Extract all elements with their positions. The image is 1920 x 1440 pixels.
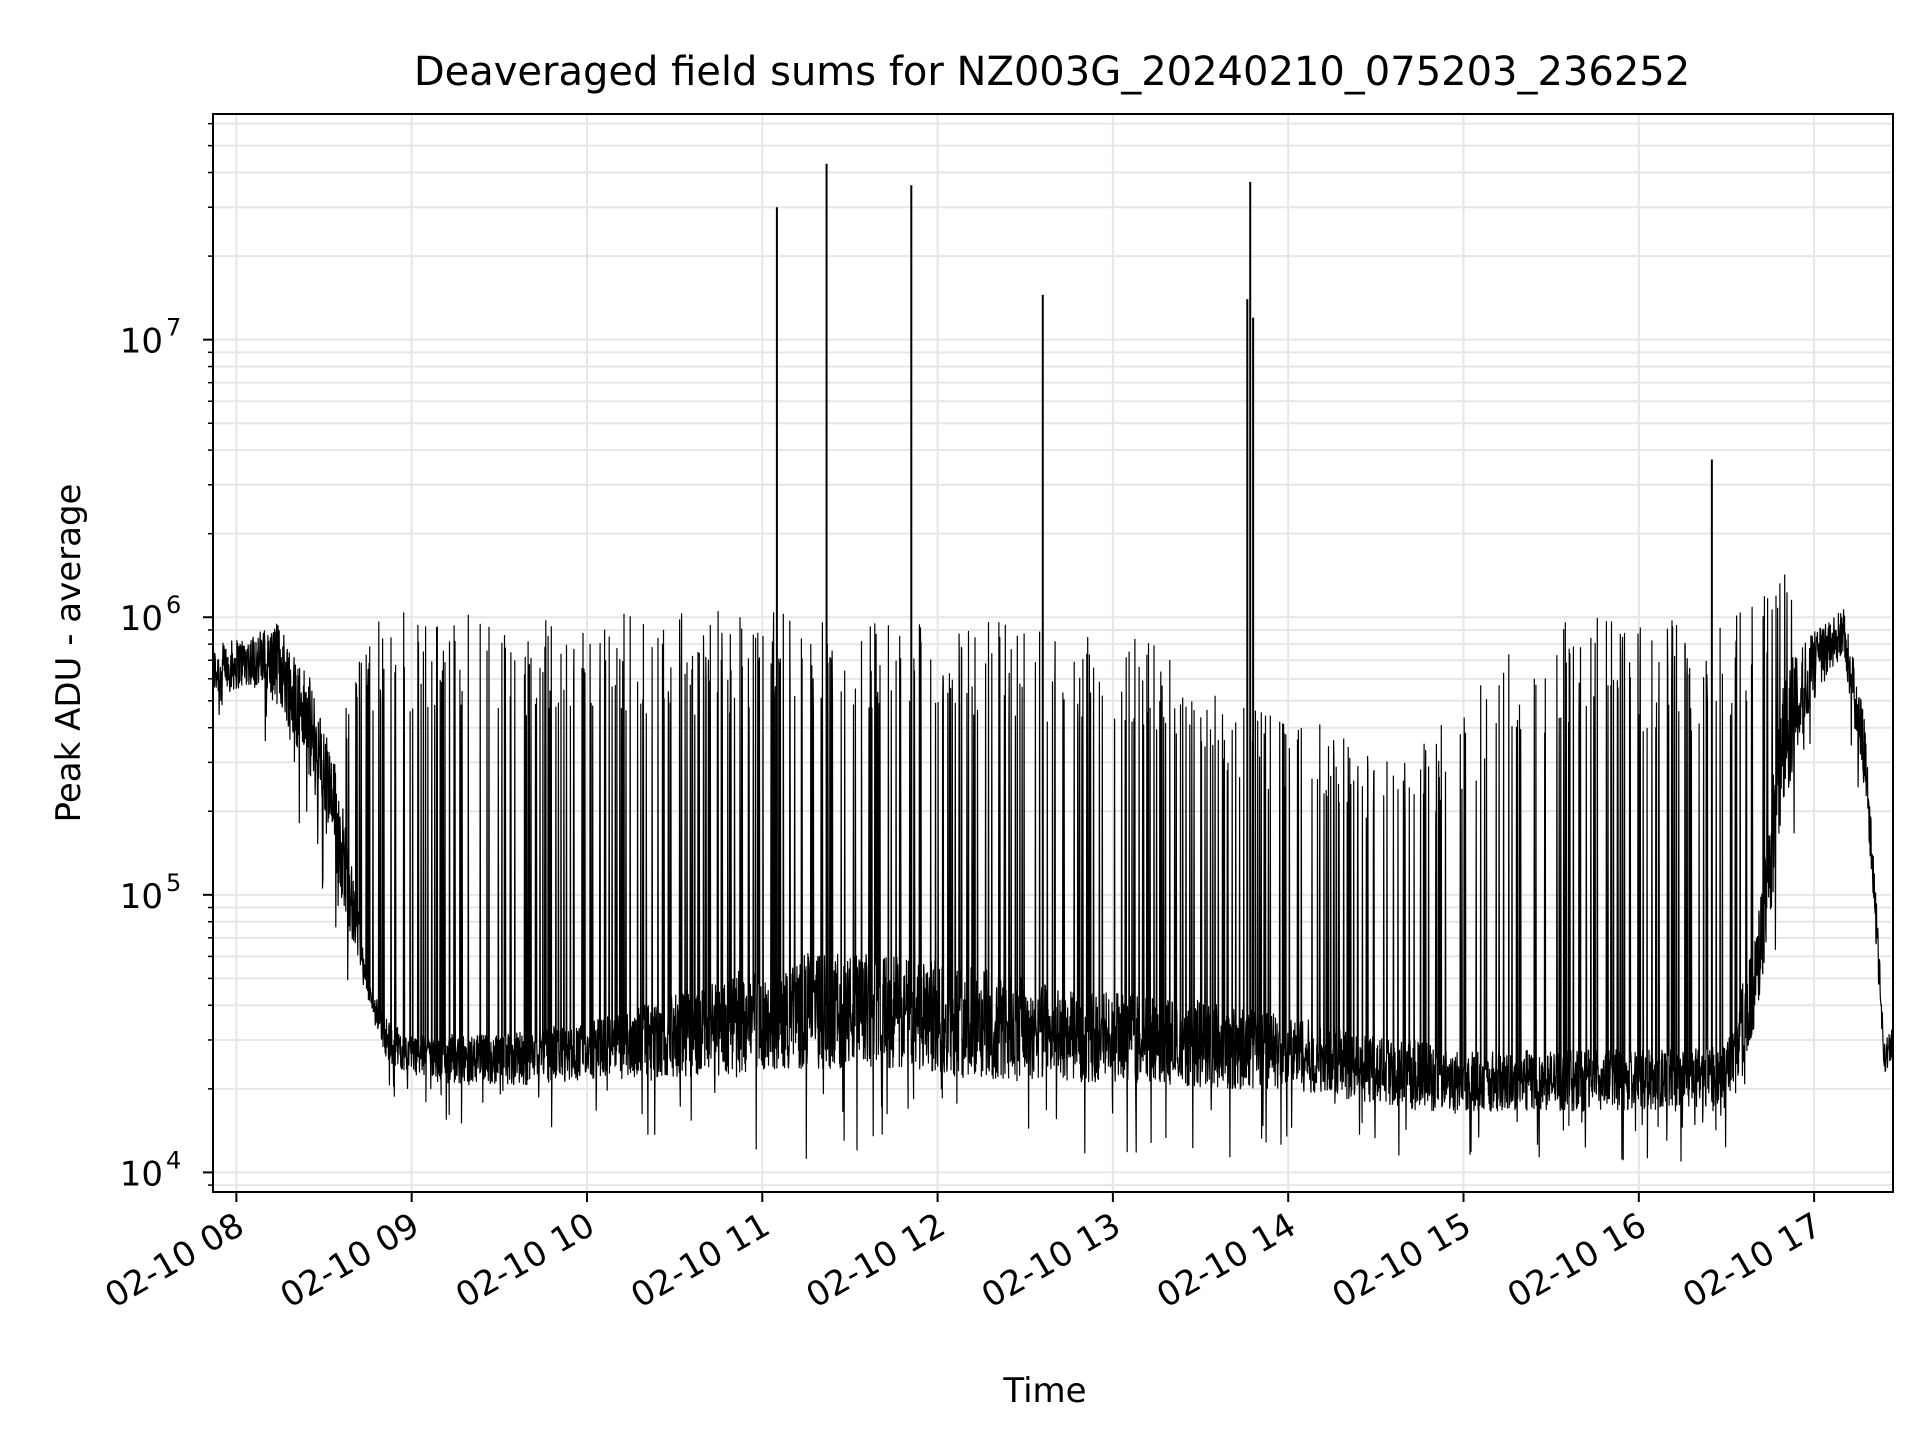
y-tick-label: 10: [120, 322, 163, 362]
plot-frame: [212, 113, 1894, 1193]
x-axis-label: Time: [1002, 1371, 1086, 1411]
chart-title: Deaveraged field sums for NZ003G_2024021…: [414, 49, 1690, 95]
y-tick-label: 10: [120, 877, 163, 917]
y-tick-exponent: 7: [166, 314, 181, 342]
plot-line-group: [212, 163, 1894, 1162]
y-tick-exponent: 6: [166, 591, 181, 619]
y-tick-label: 10: [120, 1154, 163, 1194]
y-tick-label: 10: [120, 599, 163, 639]
y-tick-exponent: 4: [166, 1146, 181, 1174]
y-tick-exponent: 5: [166, 869, 181, 897]
series-line: [212, 574, 1894, 1162]
y-axis-label: Peak ADU - average: [49, 484, 89, 823]
